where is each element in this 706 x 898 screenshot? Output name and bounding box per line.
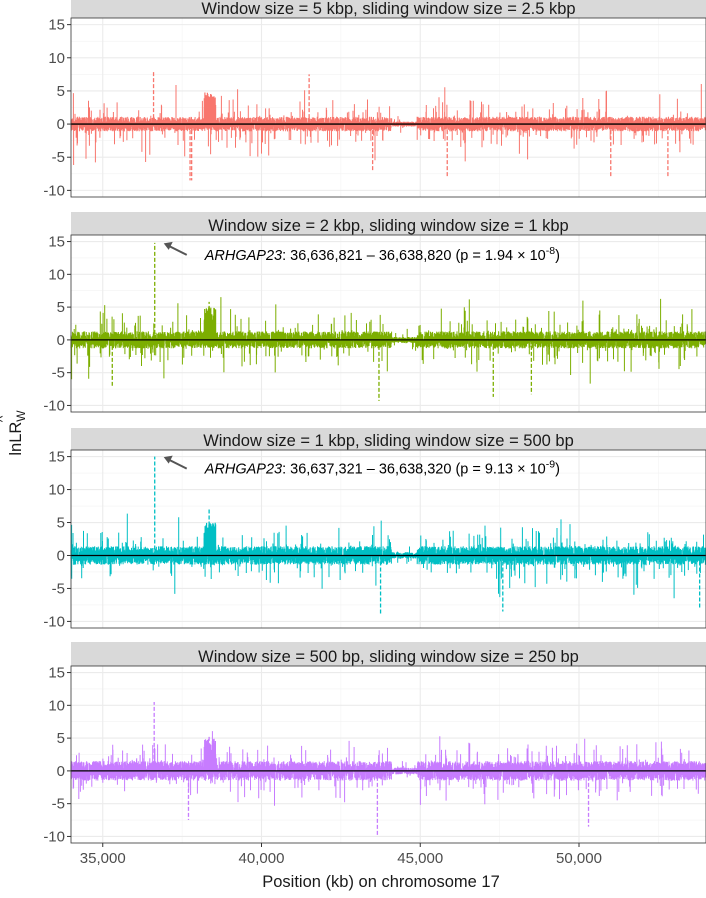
y-axis-title-sub: W (14, 410, 28, 422)
y-tick-label: -10 (43, 828, 65, 845)
y-tick-label: 10 (48, 482, 65, 499)
y-tick-label: -10 (43, 613, 65, 630)
y-tick-label: 5 (57, 515, 65, 532)
panel-strip (71, 212, 706, 235)
panel-border (70, 17, 706, 198)
panel-2: Window size = 2 kbp, sliding window size… (43, 212, 706, 414)
panel-strip (71, 428, 706, 450)
x-tick-label: 35,000 (80, 850, 126, 867)
annotation-text: ARHGAP23: 36,636,821 – 36,638,820 (p = 1… (204, 245, 560, 264)
y-tick-label: -5 (52, 580, 65, 597)
peak-annotation: ARHGAP23: 36,636,821 – 36,638,820 (p = 1… (163, 241, 560, 264)
y-tick-label: 15 (48, 665, 65, 682)
y-tick-label: -5 (52, 796, 65, 813)
annotation-detail: : 36,636,821 – 36,638,820 (p = 1.94 × 10 (282, 248, 546, 264)
data-cluster (203, 307, 217, 340)
x-tick-label: 45,000 (397, 850, 443, 867)
x-tick-label: 40,000 (239, 850, 285, 867)
panel-border (70, 665, 706, 844)
arrow-head-icon (163, 241, 173, 250)
data-cluster (203, 522, 217, 556)
panel-strip (71, 0, 706, 18)
y-axis-title-main: lnLR (7, 422, 25, 456)
y-axis-title-hat: ^ (0, 415, 10, 422)
panels: Window size = 5 kbp, sliding window size… (43, 0, 706, 867)
annotation-exponent: -9 (546, 459, 555, 471)
y-tick-label: 5 (57, 299, 65, 316)
panel-strip (71, 642, 706, 666)
x-tick-label: 50,000 (556, 850, 602, 867)
y-tick-label: -5 (52, 365, 65, 382)
panel-border (70, 449, 706, 629)
y-tick-label: 10 (48, 697, 65, 714)
annotation-detail: : 36,637,321 – 36,638,320 (p = 9.13 × 10 (282, 462, 546, 478)
y-tick-label: 15 (48, 449, 65, 466)
panel-border (70, 234, 706, 413)
panel-1: Window size = 5 kbp, sliding window size… (43, 0, 706, 199)
annotation-gene: ARHGAP23 (204, 248, 282, 264)
panel-4: Window size = 500 bp, sliding window siz… (43, 642, 706, 867)
panel-title: Window size = 2 kbp, sliding window size… (208, 217, 568, 235)
panel-title: Window size = 5 kbp, sliding window size… (201, 0, 575, 18)
panel-title: Window size = 1 kbp, sliding window size… (203, 432, 574, 450)
data-cluster (203, 92, 217, 125)
annotation-suffix: ) (555, 248, 560, 264)
y-tick-label: 0 (57, 763, 65, 780)
y-tick-label: 10 (48, 266, 65, 283)
y-tick-label: 5 (57, 730, 65, 747)
y-tick-label: -10 (43, 182, 65, 199)
y-tick-label: 10 (48, 50, 65, 67)
y-axis-title: lnLRW (7, 410, 28, 456)
y-tick-label: 0 (57, 116, 65, 133)
y-tick-label: 0 (57, 547, 65, 564)
panel-title: Window size = 500 bp, sliding window siz… (198, 648, 579, 666)
y-tick-label: 5 (57, 83, 65, 100)
y-tick-label: 15 (48, 234, 65, 251)
y-tick-label: -5 (52, 149, 65, 166)
panel-3: Window size = 1 kbp, sliding window size… (43, 428, 706, 630)
arrow-head-icon (163, 455, 173, 464)
y-tick-label: -10 (43, 397, 65, 414)
y-tick-label: 0 (57, 332, 65, 349)
peak-annotation: ARHGAP23: 36,637,321 – 36,638,320 (p = 9… (163, 455, 560, 478)
x-axis-title: Position (kb) on chromosome 17 (262, 873, 500, 891)
annotation-suffix: ) (555, 462, 560, 478)
annotation-exponent: -8 (546, 245, 555, 257)
annotation-gene: ARHGAP23 (204, 462, 282, 478)
y-tick-label: 15 (48, 17, 65, 34)
annotation-text: ARHGAP23: 36,637,321 – 36,638,320 (p = 9… (204, 459, 560, 478)
